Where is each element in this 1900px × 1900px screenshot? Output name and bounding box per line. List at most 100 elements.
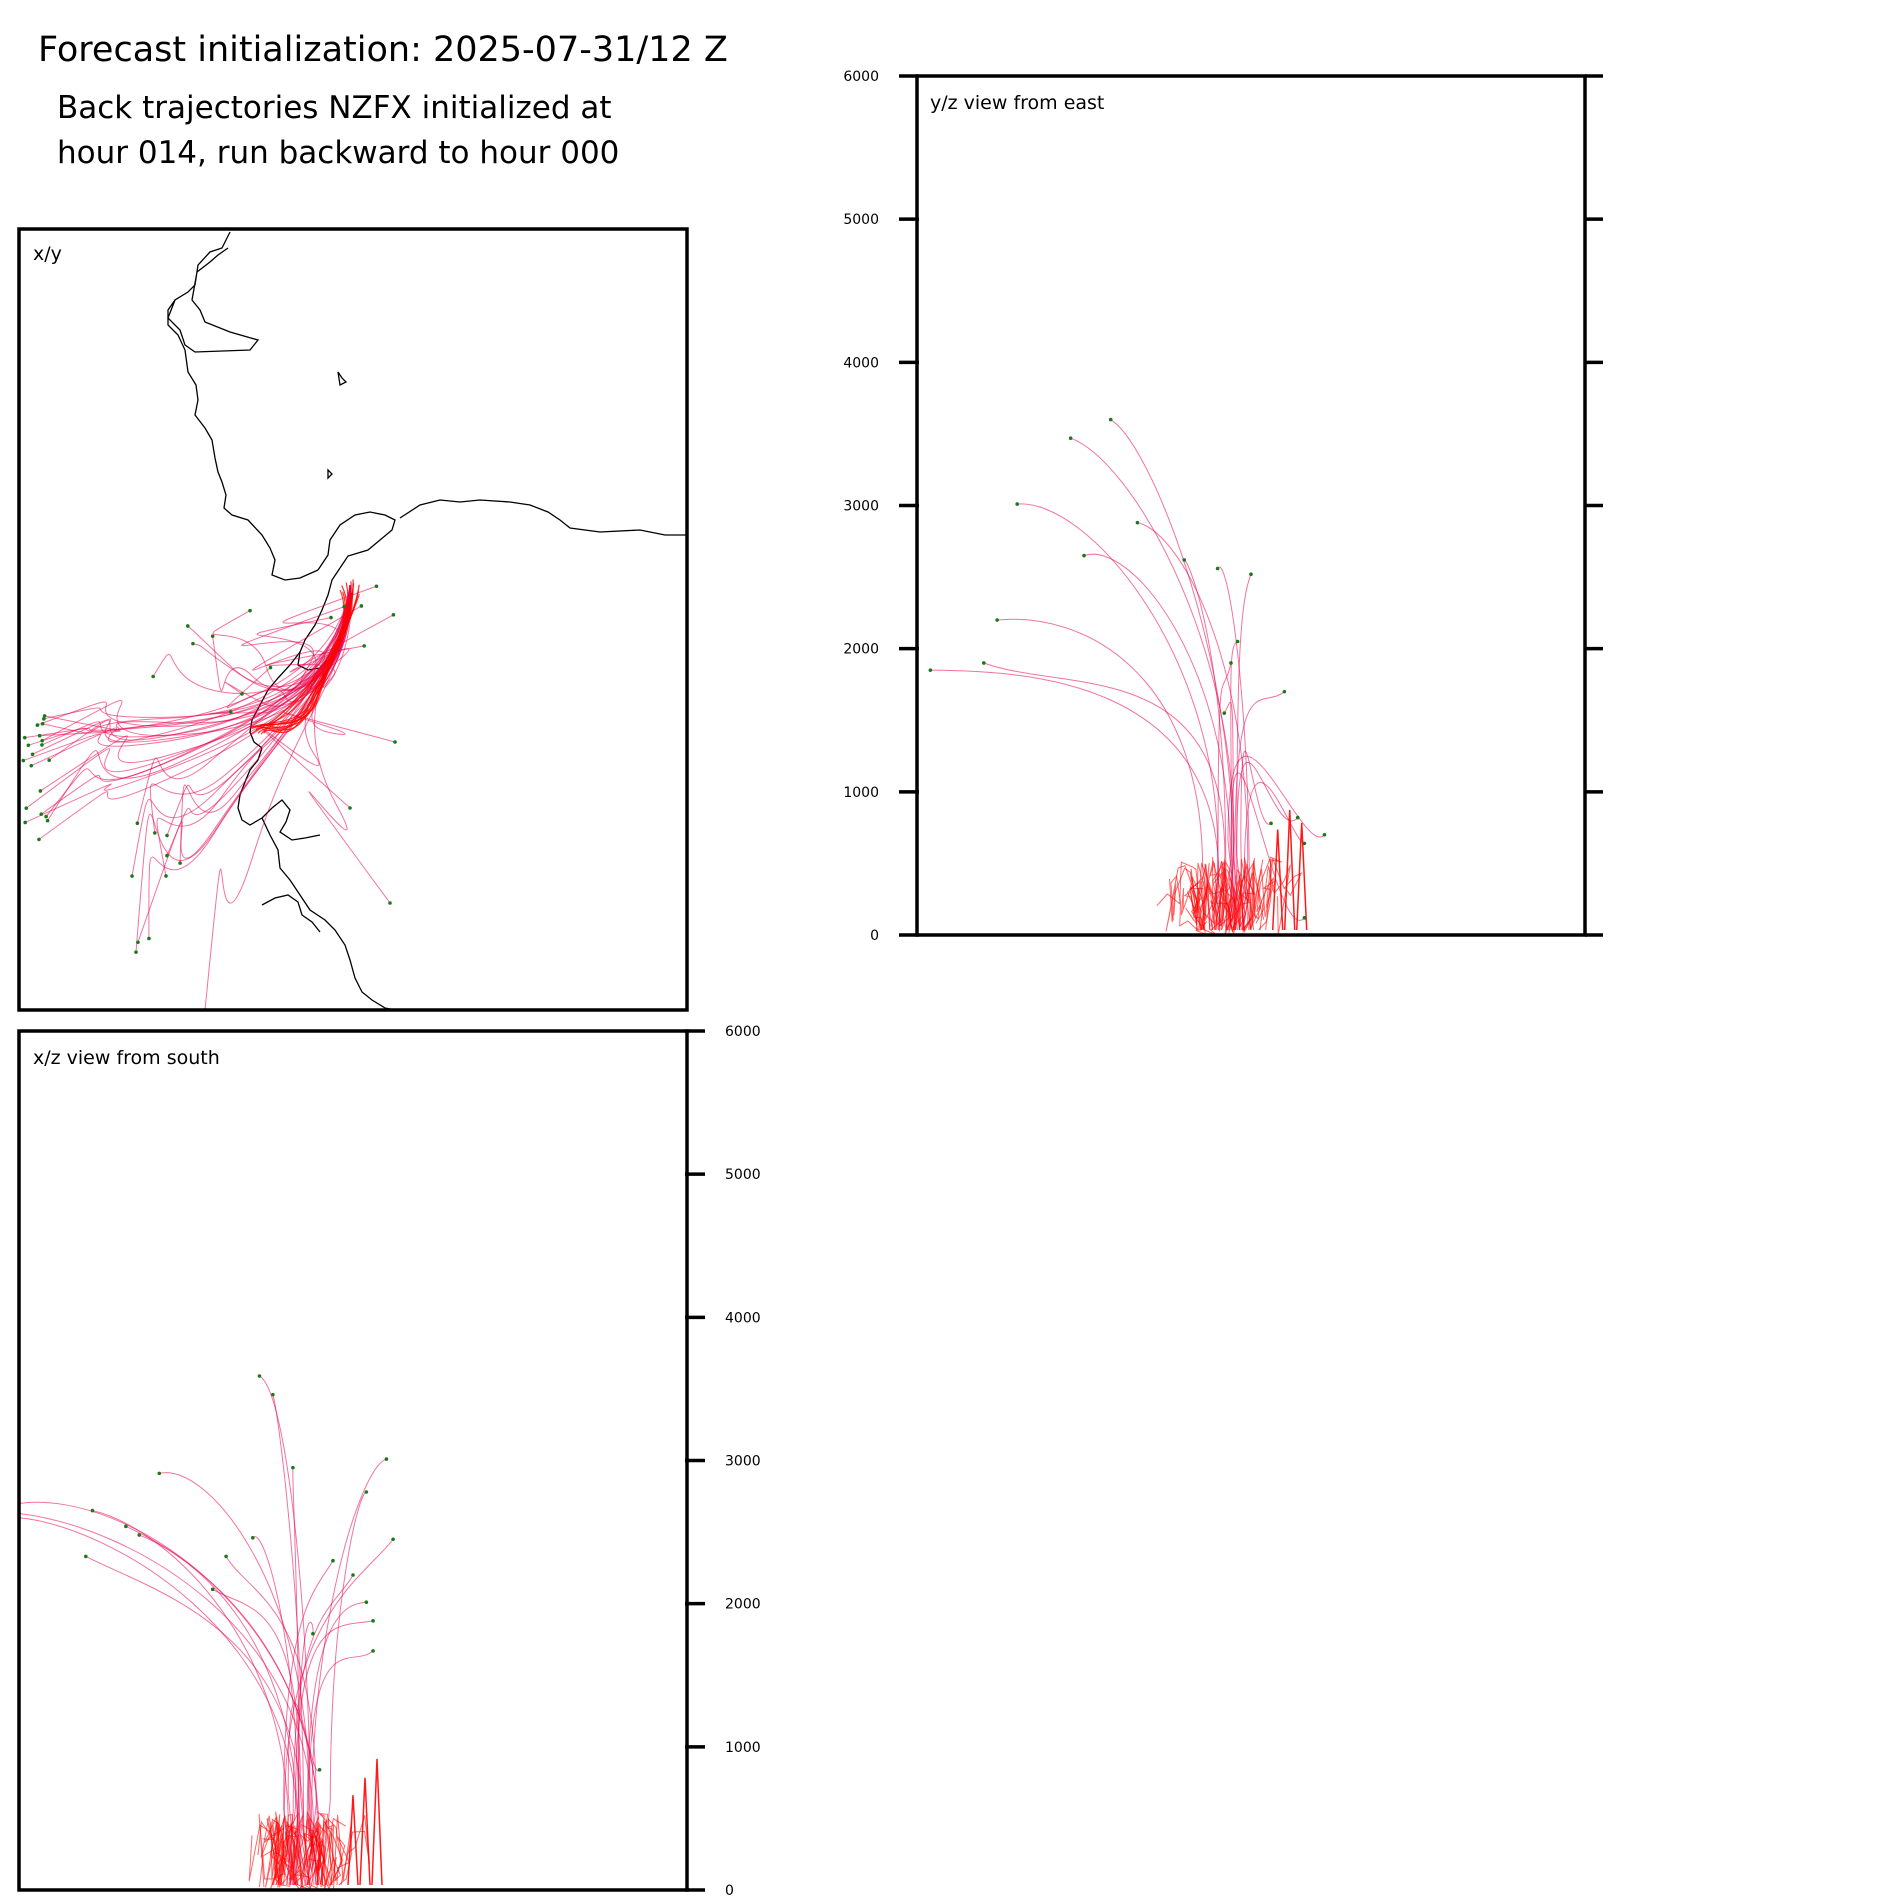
endpoint-marker xyxy=(134,950,138,954)
endpoint-marker xyxy=(185,624,190,628)
trajectory-spike xyxy=(1295,822,1308,931)
endpoint-marker xyxy=(136,940,140,945)
endpoint-marker xyxy=(1302,916,1307,920)
trajectory-core-path xyxy=(260,584,354,729)
endpoint-marker xyxy=(1015,502,1019,506)
endpoint-marker xyxy=(42,717,46,721)
endpoint-marker xyxy=(374,584,379,589)
y-tick-label: 2000 xyxy=(725,1597,761,1613)
trajectory-lowlevel xyxy=(265,1815,297,1888)
y-tick-label: 5000 xyxy=(843,212,879,228)
endpoint-marker xyxy=(317,1767,322,1772)
endpoint-marker xyxy=(1302,841,1307,846)
endpoint-marker xyxy=(35,723,40,727)
trajectory-lowlevel xyxy=(284,1814,298,1886)
endpoint-marker xyxy=(391,613,396,617)
endpoint-marker xyxy=(40,721,45,726)
endpoint-marker xyxy=(271,1392,275,1397)
trajectory-lowlevel xyxy=(257,1820,284,1886)
endpoint-marker xyxy=(1182,558,1186,562)
endpoint-marker xyxy=(311,1631,315,1636)
trajectory-lowlevel xyxy=(258,1818,284,1888)
endpoint-marker xyxy=(1215,566,1220,571)
trajectory-lowlevel xyxy=(1228,871,1244,933)
endpoint-marker xyxy=(251,1536,255,1540)
trajectory-profile xyxy=(1236,761,1299,931)
trajectory-profile xyxy=(1110,419,1242,931)
endpoint-marker xyxy=(84,1554,88,1559)
endpoint-marker xyxy=(40,738,44,743)
trajectory-profile xyxy=(1215,662,1232,931)
endpoint-marker xyxy=(1082,553,1086,558)
y-tick-label: 1000 xyxy=(725,1740,761,1756)
yz-endpoint-markers xyxy=(928,417,1327,920)
endpoint-marker xyxy=(364,1490,369,1494)
xz-panel-frame xyxy=(17,1029,689,1892)
trajectory-core-path xyxy=(255,594,360,731)
endpoint-marker xyxy=(22,735,27,740)
yz-panel-label: y/z view from east xyxy=(930,92,1104,114)
trajectory-lowlevel xyxy=(1165,865,1202,932)
trajectory-spike xyxy=(1283,809,1296,931)
trajectory-profile xyxy=(1017,503,1221,931)
endpoint-marker xyxy=(331,1558,335,1563)
endpoint-marker xyxy=(1235,639,1240,644)
endpoint-marker xyxy=(982,661,986,665)
trajectory-lowlevel xyxy=(1212,859,1233,931)
endpoint-marker xyxy=(26,743,31,748)
trajectory-spike xyxy=(359,1777,371,1886)
endpoint-marker xyxy=(135,821,140,825)
trajectory-lowlevel xyxy=(1221,867,1239,935)
coastline-segment xyxy=(399,499,687,536)
endpoint-marker xyxy=(1222,711,1227,715)
trajectory-lowlevel xyxy=(1210,877,1238,931)
trajectory-lowlevel xyxy=(1203,863,1218,931)
endpoint-marker xyxy=(329,615,333,620)
xy-trajectory-lines xyxy=(23,579,396,1010)
endpoint-marker xyxy=(137,1533,142,1537)
coastline xyxy=(167,231,687,1010)
endpoint-marker xyxy=(1108,417,1113,422)
trajectory-path xyxy=(45,584,351,817)
figure-subtitle-line2: hour 014, run backward to hour 000 xyxy=(57,135,620,171)
yz-altitude-axis: 0 1000 2000 3000 4000 5000 6000 xyxy=(843,69,1603,944)
y-tick-label: 5000 xyxy=(725,1167,761,1183)
endpoint-marker xyxy=(30,752,35,757)
trajectory-profile xyxy=(1217,566,1250,931)
xy-panel-frame xyxy=(17,227,689,1012)
trajectory-lowlevel xyxy=(264,1816,285,1886)
trajectory-lowlevel xyxy=(305,1818,328,1888)
trajectory-path xyxy=(282,584,377,688)
endpoint-marker xyxy=(90,1508,95,1513)
figure-title: Forecast initialization: 2025-07-31/12 Z xyxy=(38,30,728,70)
trajectory-profile xyxy=(286,1620,374,1886)
endpoint-marker xyxy=(165,833,169,838)
trajectory-profile xyxy=(1243,782,1305,931)
endpoint-marker xyxy=(351,1573,355,1577)
trajectory-profile xyxy=(306,1601,367,1886)
y-tick-label: 2000 xyxy=(843,642,879,658)
trajectory-path xyxy=(308,584,391,904)
trajectory-spike xyxy=(371,1758,383,1886)
xy-endpoint-markers xyxy=(21,584,397,1010)
xz-view-panel: 0 1000 2000 3000 4000 5000 6000 x/z view from … xyxy=(17,1024,761,1899)
y-tick-label: 6000 xyxy=(725,1024,761,1040)
endpoint-marker xyxy=(151,674,155,679)
trajectory-lowlevel xyxy=(1191,862,1210,931)
coastline-segment xyxy=(261,817,396,1010)
trajectory-lowlevel xyxy=(288,1855,311,1886)
endpoint-marker xyxy=(165,853,169,858)
endpoint-marker xyxy=(371,1619,375,1623)
endpoint-marker xyxy=(224,1554,228,1559)
trajectory-profile xyxy=(1240,750,1272,931)
xy-panel-label: x/y xyxy=(33,243,62,265)
endpoint-marker xyxy=(348,806,352,810)
trajectory-profile xyxy=(1230,772,1305,931)
trajectory-core-path xyxy=(268,589,345,730)
trajectory-lowlevel xyxy=(1180,888,1199,931)
trajectory-profile xyxy=(307,1650,374,1886)
y-tick-label: 4000 xyxy=(843,355,879,371)
trajectory-spike xyxy=(347,1795,359,1886)
trajectory-lowlevel xyxy=(306,1821,322,1889)
